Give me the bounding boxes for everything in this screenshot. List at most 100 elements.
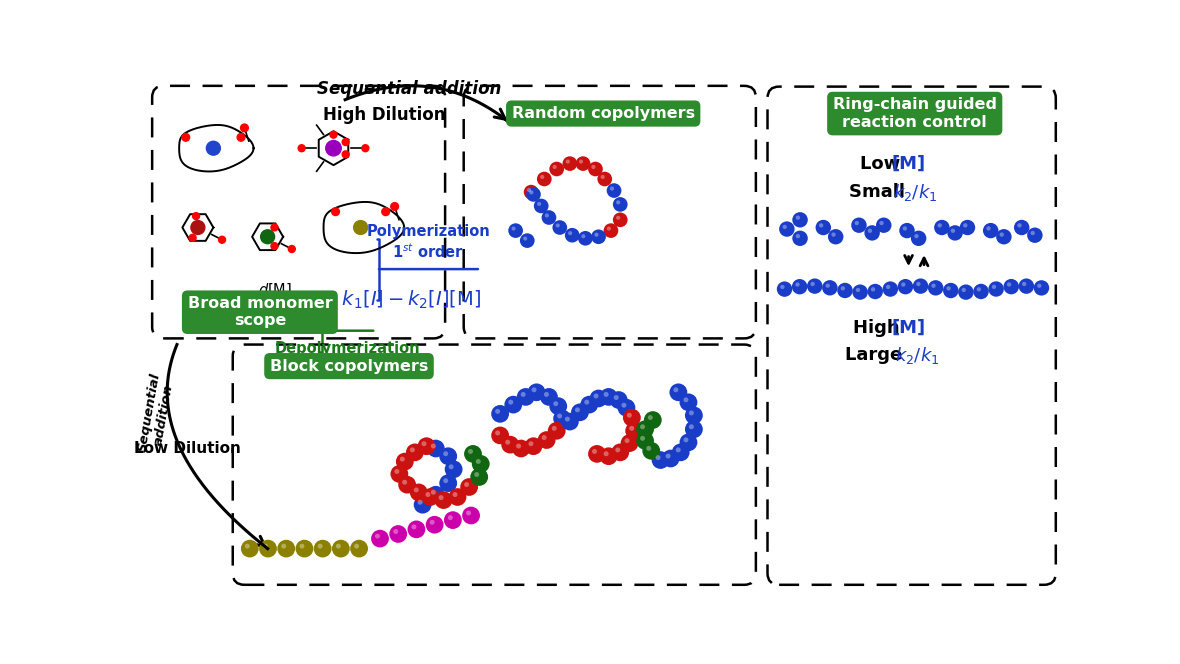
Circle shape — [931, 284, 936, 288]
Circle shape — [389, 525, 407, 543]
Circle shape — [260, 540, 277, 558]
Circle shape — [496, 409, 500, 414]
Circle shape — [529, 442, 533, 446]
Circle shape — [614, 395, 618, 400]
Circle shape — [948, 225, 963, 240]
Circle shape — [977, 287, 981, 291]
Text: $k_2/k_1$: $k_2/k_1$ — [893, 181, 937, 203]
Circle shape — [828, 229, 844, 244]
Text: [M]: [M] — [892, 155, 925, 173]
Circle shape — [444, 511, 461, 529]
Circle shape — [263, 544, 268, 548]
Text: Broad monomer
scope: Broad monomer scope — [188, 296, 333, 329]
Circle shape — [434, 491, 452, 509]
Circle shape — [946, 286, 951, 291]
Circle shape — [191, 220, 205, 234]
Circle shape — [427, 440, 445, 457]
Circle shape — [991, 285, 996, 289]
Circle shape — [342, 151, 349, 158]
Circle shape — [989, 282, 1004, 297]
Circle shape — [568, 231, 572, 235]
Circle shape — [192, 212, 199, 220]
Circle shape — [471, 468, 489, 486]
Circle shape — [474, 472, 479, 477]
Circle shape — [986, 226, 991, 230]
Circle shape — [300, 544, 304, 548]
Circle shape — [826, 284, 830, 288]
Circle shape — [607, 226, 611, 230]
Circle shape — [683, 438, 688, 442]
Circle shape — [527, 383, 545, 401]
Text: $= k_1[I] - k_2[I][\mathrm{M}]$: $= k_1[I] - k_2[I][\mathrm{M}]$ — [317, 289, 481, 311]
Circle shape — [594, 394, 598, 398]
Circle shape — [288, 246, 295, 252]
Circle shape — [218, 236, 225, 243]
Circle shape — [330, 131, 337, 138]
Circle shape — [958, 284, 974, 300]
Circle shape — [575, 407, 579, 412]
Circle shape — [629, 426, 634, 431]
Circle shape — [557, 414, 562, 418]
Circle shape — [856, 288, 860, 292]
Circle shape — [886, 285, 891, 289]
Text: Low: Low — [860, 155, 907, 173]
Circle shape — [565, 228, 579, 242]
Circle shape — [237, 133, 245, 141]
Circle shape — [642, 442, 660, 459]
Circle shape — [579, 159, 583, 163]
Circle shape — [871, 288, 876, 291]
Circle shape — [464, 482, 470, 487]
Circle shape — [314, 540, 332, 558]
Circle shape — [959, 220, 975, 235]
Circle shape — [509, 400, 513, 404]
Circle shape — [537, 202, 542, 206]
Circle shape — [550, 162, 564, 177]
Circle shape — [647, 446, 651, 451]
Circle shape — [299, 145, 306, 151]
Text: High Dilution: High Dilution — [322, 106, 445, 124]
Circle shape — [865, 225, 880, 240]
Circle shape — [851, 218, 866, 233]
Circle shape — [261, 230, 275, 244]
Circle shape — [621, 434, 638, 452]
Circle shape — [1027, 228, 1043, 243]
Circle shape — [531, 387, 537, 392]
Circle shape — [938, 223, 942, 228]
Circle shape — [448, 464, 453, 469]
Circle shape — [607, 183, 622, 198]
Circle shape — [903, 226, 907, 230]
Circle shape — [464, 445, 481, 463]
Circle shape — [867, 228, 872, 233]
Circle shape — [604, 223, 618, 238]
Circle shape — [867, 284, 883, 299]
Circle shape — [840, 286, 845, 290]
Circle shape — [412, 525, 417, 529]
Circle shape — [530, 191, 533, 195]
Circle shape — [523, 236, 527, 240]
Circle shape — [421, 442, 426, 446]
Circle shape — [496, 430, 500, 436]
Circle shape — [512, 440, 530, 457]
Circle shape — [576, 156, 590, 171]
Circle shape — [281, 544, 287, 548]
Circle shape — [999, 232, 1004, 237]
Circle shape — [362, 145, 369, 151]
Circle shape — [439, 474, 457, 492]
Circle shape — [656, 455, 661, 460]
Circle shape — [491, 405, 509, 423]
Circle shape — [584, 400, 589, 404]
Circle shape — [795, 282, 800, 287]
Text: Small: Small — [848, 183, 911, 201]
Circle shape — [684, 420, 703, 438]
Circle shape — [571, 404, 589, 421]
Circle shape — [913, 278, 929, 294]
Circle shape — [1007, 282, 1011, 287]
Circle shape — [625, 422, 643, 440]
Circle shape — [241, 540, 258, 558]
Circle shape — [350, 540, 368, 558]
Circle shape — [640, 436, 645, 441]
Circle shape — [578, 231, 592, 246]
Circle shape — [779, 221, 794, 237]
Circle shape — [431, 490, 435, 495]
Circle shape — [394, 469, 399, 474]
